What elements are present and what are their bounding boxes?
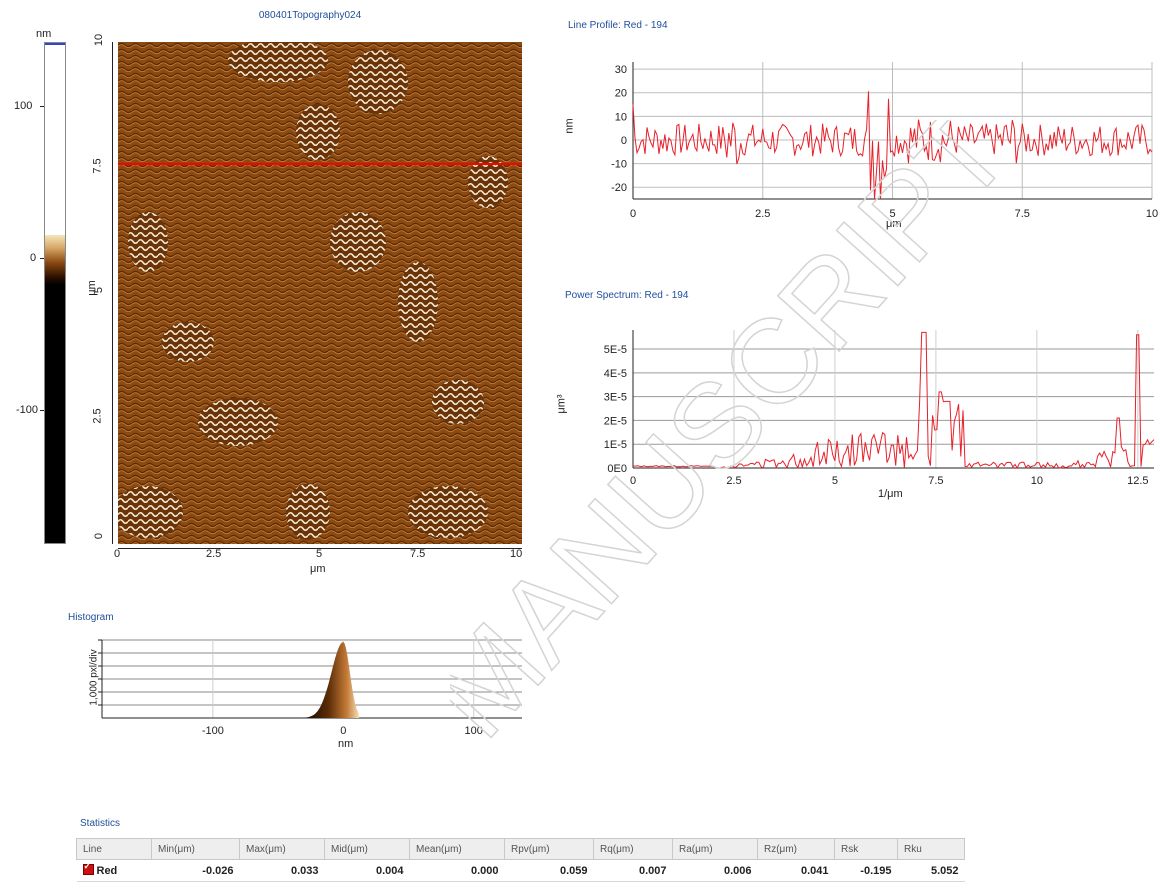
x-tick-label: 0 bbox=[630, 475, 636, 487]
profile-series bbox=[632, 91, 1153, 200]
stats-value-cell: 0.041 bbox=[757, 859, 835, 882]
histogram-xlabel: nm bbox=[338, 738, 354, 750]
colorbar-tick-label: -100 bbox=[16, 404, 39, 416]
x-tick-label: 12.5 bbox=[1127, 475, 1148, 487]
x-tick-label: 2.5 bbox=[726, 475, 741, 487]
topo-y-tick: 2.5 bbox=[91, 408, 104, 424]
stats-value-cell: 0.000 bbox=[409, 859, 505, 882]
colorbar bbox=[44, 42, 66, 544]
topo-y-tick: 7.5 bbox=[91, 158, 104, 174]
x-tick-label: 5 bbox=[832, 475, 838, 487]
y-tick-label: 1E-5 bbox=[604, 439, 627, 451]
stats-header-cell: Mid(μm) bbox=[324, 838, 410, 860]
stats-line-cell[interactable]: Red bbox=[76, 859, 152, 882]
power-spectrum-xlabel: 1/μm bbox=[878, 488, 903, 500]
x-tick-label: 5 bbox=[889, 208, 895, 220]
histogram-distribution bbox=[297, 642, 359, 718]
line-profile-ylabel: nm bbox=[563, 118, 576, 134]
stats-value-cell: 0.004 bbox=[324, 859, 410, 882]
stats-header-cell: Rq(μm) bbox=[593, 838, 673, 860]
stats-header-cell: Line bbox=[76, 838, 152, 860]
stats-value-cell: 0.007 bbox=[593, 859, 673, 882]
x-tick-label: 100 bbox=[465, 725, 483, 737]
y-tick-label: 10 bbox=[615, 111, 627, 123]
topo-x-tick: 10 bbox=[510, 548, 523, 560]
stats-header-cell: Ra(μm) bbox=[672, 838, 758, 860]
checkbox-icon[interactable] bbox=[82, 861, 94, 875]
stats-line-label: Red bbox=[96, 865, 118, 877]
stats-header-cell: Rz(μm) bbox=[757, 838, 835, 860]
topo-x-tick: 7.5 bbox=[410, 548, 426, 560]
x-tick-label: -100 bbox=[202, 725, 224, 737]
x-tick-label: 7.5 bbox=[1015, 208, 1030, 220]
x-tick-label: 7.5 bbox=[928, 475, 943, 487]
y-tick-label: 30 bbox=[615, 64, 627, 76]
topo-y-label: μm bbox=[85, 280, 98, 296]
x-tick-label: 2.5 bbox=[755, 208, 770, 220]
statistics-title: Statistics bbox=[80, 818, 121, 829]
histogram-ylabel: 1,000 pxl/div bbox=[88, 649, 100, 706]
y-tick-label: -10 bbox=[611, 159, 627, 171]
stats-header-cell: Mean(μm) bbox=[409, 838, 505, 860]
y-tick-label: 20 bbox=[615, 88, 627, 100]
y-tick-label: 0E0 bbox=[607, 463, 627, 475]
x-tick-label: 10 bbox=[1031, 475, 1043, 487]
stats-value-cell: 0.059 bbox=[504, 859, 594, 882]
topo-x-label: μm bbox=[310, 563, 326, 575]
line-profile-xlabel: μm bbox=[886, 218, 902, 230]
stats-header-cell: Min(μm) bbox=[151, 838, 240, 860]
x-tick-label: 0 bbox=[630, 208, 636, 220]
power-spectrum-ylabel: μm³ bbox=[555, 394, 568, 414]
y-tick-label: 0 bbox=[621, 135, 627, 147]
topo-y-tick: 10 bbox=[93, 33, 106, 47]
histogram-title: Histogram bbox=[68, 612, 114, 623]
stats-value-cell: 0.033 bbox=[239, 859, 325, 882]
y-tick-label: 5E-5 bbox=[604, 344, 627, 356]
spectrum-series bbox=[632, 331, 1155, 470]
table-row: Red -0.0260.0330.0040.0000.0590.0070.0060… bbox=[76, 859, 965, 882]
line-profile-chart[interactable]: 30 20 10 0 -10 -20 0 2.5 5 7.5 10 bbox=[590, 54, 1160, 244]
y-tick-label: -20 bbox=[611, 182, 627, 194]
line-profile-title: Line Profile: Red - 194 bbox=[568, 20, 668, 31]
topography-title: 080401Topography024 bbox=[258, 10, 362, 21]
x-tick-label: 10 bbox=[1146, 208, 1158, 220]
topo-x-tick: 5 bbox=[316, 548, 323, 560]
y-tick-label: 4E-5 bbox=[604, 368, 627, 380]
stats-header-cell: Max(μm) bbox=[239, 838, 325, 860]
colorbar-unit: nm bbox=[36, 28, 52, 40]
y-tick-label: 3E-5 bbox=[604, 392, 627, 404]
topo-x-tick: 0 bbox=[114, 548, 121, 560]
stats-value-cell: 5.052 bbox=[897, 859, 965, 882]
topo-y-tick: 0 bbox=[93, 532, 106, 540]
colorbar-tick-label: 100 bbox=[14, 100, 33, 112]
y-tick-label: 2E-5 bbox=[604, 415, 627, 427]
histogram-chart[interactable]: -100 0 100 bbox=[60, 630, 530, 750]
topo-x-tick: 2.5 bbox=[206, 548, 222, 560]
stats-header-cell: Rsk bbox=[834, 838, 898, 860]
x-tick-label: 0 bbox=[340, 725, 346, 737]
stats-value-cell: -0.026 bbox=[151, 859, 240, 882]
topography-image[interactable] bbox=[118, 42, 522, 544]
statistics-table: Line Min(μm) Max(μm) Mid(μm) Mean(μm) Rpv(μm)… bbox=[76, 838, 965, 882]
stats-value-cell: -0.195 bbox=[834, 859, 898, 882]
stats-value-cell: 0.006 bbox=[672, 859, 758, 882]
stats-header-cell: Rpv(μm) bbox=[504, 838, 594, 860]
power-spectrum-title: Power Spectrum: Red - 194 bbox=[565, 290, 689, 301]
stats-header-cell: Rku bbox=[897, 838, 965, 860]
colorbar-tick-label: 0 bbox=[30, 252, 37, 264]
